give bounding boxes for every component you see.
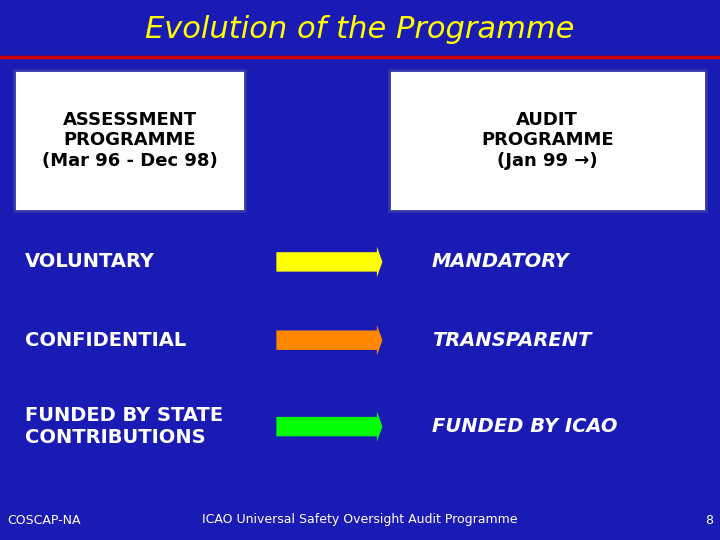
Text: FUNDED BY STATE
CONTRIBUTIONS: FUNDED BY STATE CONTRIBUTIONS bbox=[25, 406, 223, 447]
Text: FUNDED BY ICAO: FUNDED BY ICAO bbox=[432, 417, 618, 436]
FancyBboxPatch shape bbox=[389, 70, 706, 211]
Text: TRANSPARENT: TRANSPARENT bbox=[432, 330, 591, 350]
Text: CONFIDENTIAL: CONFIDENTIAL bbox=[25, 330, 186, 350]
Text: VOLUNTARY: VOLUNTARY bbox=[25, 252, 156, 272]
Text: AUDIT
PROGRAMME
(Jan 99 →): AUDIT PROGRAMME (Jan 99 →) bbox=[481, 111, 613, 170]
Text: MANDATORY: MANDATORY bbox=[432, 252, 570, 272]
Text: ASSESSMENT
PROGRAMME
(Mar 96 - Dec 98): ASSESSMENT PROGRAMME (Mar 96 - Dec 98) bbox=[42, 111, 217, 170]
Text: COSCAP-NA: COSCAP-NA bbox=[7, 514, 81, 526]
Text: Evolution of the Programme: Evolution of the Programme bbox=[145, 15, 575, 44]
Text: ICAO Universal Safety Oversight Audit Programme: ICAO Universal Safety Oversight Audit Pr… bbox=[202, 514, 518, 526]
Text: 8: 8 bbox=[705, 514, 713, 526]
FancyBboxPatch shape bbox=[14, 70, 245, 211]
